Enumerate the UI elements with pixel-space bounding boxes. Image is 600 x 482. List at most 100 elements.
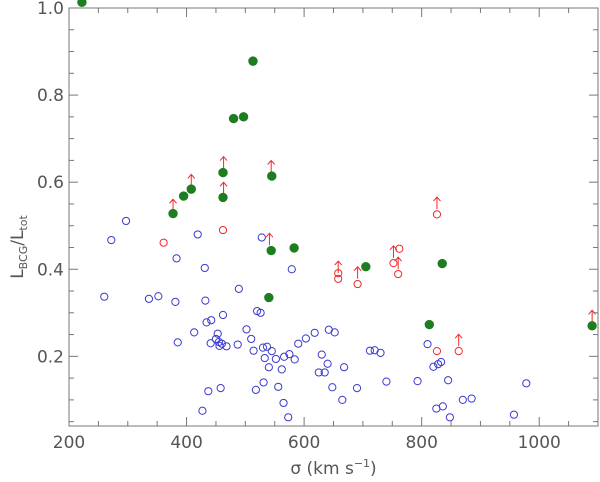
y-tick-label: 0.8 (37, 86, 64, 106)
data-point (438, 402, 447, 411)
data-point (330, 328, 339, 337)
plot-frame (68, 7, 599, 427)
lower-limit-arrow (389, 245, 398, 258)
data-point (389, 259, 398, 268)
y-tick-label: 0.2 (37, 347, 64, 367)
data-point (260, 353, 269, 363)
data-point-filled (587, 321, 597, 331)
lower-limit-arrow (588, 309, 596, 323)
x-tick-label: 800 (405, 433, 437, 453)
lower-limit-arrow (334, 260, 343, 274)
data-point (290, 355, 299, 364)
data-point (154, 292, 163, 301)
data-point (159, 238, 168, 247)
data-point (218, 225, 228, 235)
data-point-filled (248, 56, 258, 66)
data-point (301, 334, 310, 343)
lower-limit-arrow (267, 159, 276, 173)
lower-limit-arrow (219, 181, 228, 195)
data-point (287, 265, 296, 274)
data-point (338, 395, 347, 404)
data-point (121, 216, 131, 226)
data-point (100, 292, 109, 301)
data-point (320, 368, 329, 377)
data-point (262, 342, 272, 351)
data-point (173, 338, 182, 347)
data-point (436, 357, 446, 367)
data-point (204, 387, 213, 396)
data-point (172, 254, 181, 263)
data-point (382, 377, 391, 386)
y-tick-label: 0.6 (37, 173, 64, 193)
lower-limit-arrow (265, 232, 274, 246)
lower-limit-arrow (394, 256, 403, 270)
data-point (107, 235, 116, 245)
data-point (323, 359, 332, 368)
data-point-filled (228, 113, 239, 124)
data-point (429, 362, 438, 371)
data-point (259, 378, 268, 387)
data-point (509, 410, 519, 419)
lower-limit-arrow (187, 173, 196, 187)
data-point (200, 263, 209, 273)
data-point (395, 244, 404, 253)
data-point (256, 308, 265, 317)
data-point (233, 340, 242, 349)
data-point (234, 284, 243, 293)
data-point (280, 352, 289, 361)
data-point (202, 318, 211, 327)
data-point (423, 340, 432, 349)
data-point (206, 339, 215, 348)
lower-limit-arrow (433, 196, 441, 210)
data-point (394, 269, 403, 279)
x-tick-label: 600 (288, 433, 320, 453)
data-point (144, 294, 154, 303)
data-point (284, 413, 293, 422)
data-point (294, 339, 303, 348)
data-point-filled (218, 192, 228, 203)
data-point (201, 296, 210, 305)
x-tick-label: 400 (170, 433, 202, 453)
marks-layer (77, 0, 597, 422)
data-point (279, 398, 288, 408)
data-point (277, 365, 286, 374)
y-axis-label: LBCG/Ltot (8, 215, 30, 279)
data-point (413, 377, 422, 386)
data-point (264, 363, 273, 372)
data-point (242, 325, 251, 334)
data-point (171, 297, 180, 307)
data-point (198, 406, 207, 415)
data-point (454, 347, 463, 356)
data-point (352, 384, 362, 393)
data-point (317, 350, 326, 359)
data-point (257, 233, 266, 242)
data-point-filled (238, 112, 249, 122)
data-point (274, 382, 283, 391)
data-point-filled (361, 261, 371, 272)
data-point-filled (178, 191, 189, 201)
lower-limit-arrow (454, 333, 463, 347)
x-axis-label: σ (km s−1) (290, 457, 376, 479)
data-point (207, 316, 216, 325)
data-point (432, 210, 442, 219)
data-point (258, 343, 268, 352)
data-point (247, 334, 256, 344)
data-point (211, 334, 221, 344)
data-point (445, 413, 454, 422)
data-point (222, 342, 231, 351)
data-point (334, 274, 343, 283)
data-point (432, 347, 442, 356)
data-point-filled (186, 184, 196, 194)
lower-limit-arrow (219, 155, 228, 169)
x-tick-label: 1000 (518, 433, 561, 453)
data-point (251, 385, 261, 394)
y-tick-label: 0.4 (37, 260, 64, 280)
data-point-filled (437, 258, 447, 269)
data-point (267, 347, 276, 356)
data-point (522, 379, 531, 388)
data-point (193, 230, 202, 239)
data-point-filled (266, 245, 276, 256)
data-point (249, 346, 258, 355)
data-point (217, 339, 226, 348)
